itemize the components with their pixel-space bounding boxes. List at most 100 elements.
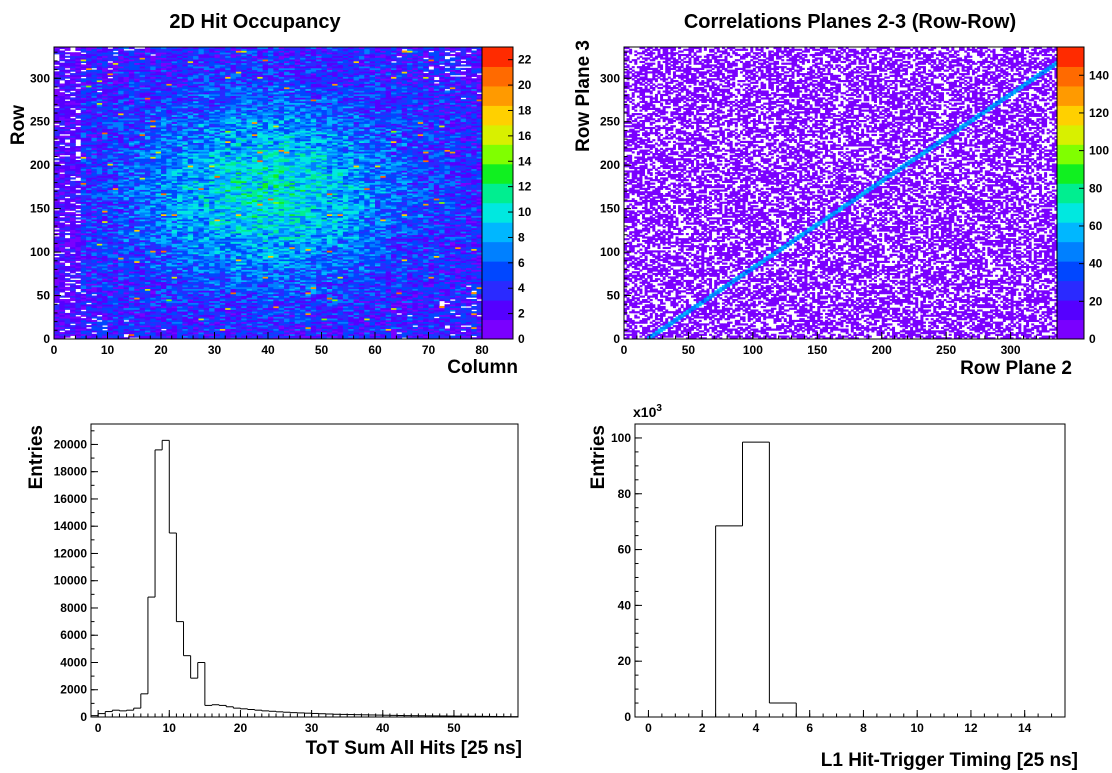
heatmap-cell <box>70 303 76 305</box>
chart-title: 2D Hit Occupancy <box>169 11 341 33</box>
heatmap-cell <box>81 318 87 320</box>
heatmap-cell <box>81 71 87 73</box>
heatmap-cell <box>65 80 71 82</box>
heatmap-cell <box>75 224 81 226</box>
heatmap-cell <box>65 224 71 226</box>
heatmap-cell <box>75 280 81 282</box>
heatmap-cell <box>81 64 87 66</box>
heatmap-cell <box>65 292 71 294</box>
heatmap-cell <box>65 233 71 235</box>
heatmap-cell <box>59 157 65 159</box>
heatmap-cell <box>70 110 76 112</box>
heatmap-cell <box>65 186 71 188</box>
heatmap-cell <box>65 101 71 103</box>
heatmap-cell <box>75 217 81 219</box>
heatmap-cell <box>70 118 76 120</box>
heatmap-cell <box>75 221 81 223</box>
heatmap-cell <box>65 157 71 159</box>
heatmap-cell <box>70 280 76 282</box>
heatmap-cell <box>59 263 65 265</box>
heatmap-cell <box>65 249 71 251</box>
heatmap-cell <box>54 66 60 68</box>
heatmap-cell <box>54 230 60 232</box>
heatmap-cell <box>70 97 76 99</box>
heatmap-cell <box>86 304 92 306</box>
heatmap-cell <box>54 254 60 256</box>
heatmap-cell <box>54 257 60 259</box>
heatmap-cell <box>65 273 71 275</box>
heatmap-cell <box>70 212 76 214</box>
heatmap-cell <box>54 158 60 160</box>
heatmap-cell <box>75 205 81 207</box>
heatmap-cell <box>75 113 81 115</box>
heatmap-cell <box>59 50 65 52</box>
heatmap-cell <box>65 299 71 301</box>
heatmap-cell <box>75 157 81 159</box>
heatmap-cell <box>65 212 71 214</box>
heatmap-cell <box>70 181 76 183</box>
heatmap-cell <box>59 223 65 225</box>
heatmap-cell <box>65 70 71 72</box>
heatmap-cell <box>65 75 71 77</box>
heatmap-cell <box>59 63 65 65</box>
heatmap-cell <box>59 332 65 334</box>
heatmap-cell <box>75 214 81 216</box>
heatmap-cell <box>54 108 60 110</box>
heatmap-cell <box>65 287 71 289</box>
heatmap-cell <box>70 283 76 285</box>
heatmap-cell <box>65 136 71 138</box>
heatmap-cell <box>91 296 97 298</box>
panel-hit-occupancy: 2D Hit Occupancy 0 10 20 30 40 50 60 70 80 05010… <box>8 11 532 378</box>
heatmap-cell <box>81 78 87 80</box>
heatmap-cell <box>70 92 76 94</box>
heatmap-cell <box>70 203 76 205</box>
heatmap-cell <box>65 59 71 61</box>
heatmap-cell <box>75 84 81 86</box>
heatmap-cell <box>65 266 71 268</box>
heatmap-cell <box>70 325 76 327</box>
heatmap-cell <box>54 71 60 73</box>
heatmap-cell <box>65 52 71 54</box>
heatmap-cell <box>75 195 81 197</box>
heatmap-cell <box>75 120 81 122</box>
heatmap-cell <box>65 238 71 240</box>
heatmap-cell <box>54 236 60 238</box>
heatmap-cell <box>65 143 71 145</box>
heatmap-cell <box>70 254 76 256</box>
heatmap-cell <box>59 92 65 94</box>
heatmap-cell <box>75 210 81 212</box>
heatmap-cell <box>70 130 76 132</box>
heatmap-cell <box>65 330 71 332</box>
heatmap-cell <box>59 202 65 204</box>
heatmap-cell <box>59 136 65 138</box>
heatmap-cell <box>54 162 60 164</box>
heatmap-cell <box>75 181 81 183</box>
heatmap-cell <box>70 177 76 179</box>
heatmap-cells <box>54 47 482 339</box>
heatmap-cell <box>86 329 92 331</box>
heatmap-cell <box>65 283 71 285</box>
heatmap-cell <box>59 217 65 219</box>
heatmap-cell <box>75 273 81 275</box>
heatmap-cell <box>86 325 92 327</box>
heatmap-cell <box>54 141 60 143</box>
heatmap-cell <box>81 54 87 56</box>
heatmap-cell <box>70 52 76 54</box>
heatmap-cell <box>81 294 87 296</box>
heatmap-cell <box>54 125 60 127</box>
heatmap-cell <box>81 311 87 313</box>
heatmap-cell <box>59 146 65 148</box>
heatmap-cell <box>59 254 65 256</box>
heatmap-cell <box>91 320 97 322</box>
heatmap-cell <box>65 148 71 150</box>
heatmap-cell <box>59 84 65 86</box>
heatmap-cell <box>75 292 81 294</box>
heatmap-cell <box>75 285 81 287</box>
heatmap-cell <box>54 210 60 212</box>
heatmap-cell <box>75 146 81 148</box>
heatmap-cell <box>75 127 81 129</box>
heatmap-cell <box>65 94 71 96</box>
heatmap-cell <box>65 198 71 200</box>
heatmap-cell <box>75 190 81 192</box>
